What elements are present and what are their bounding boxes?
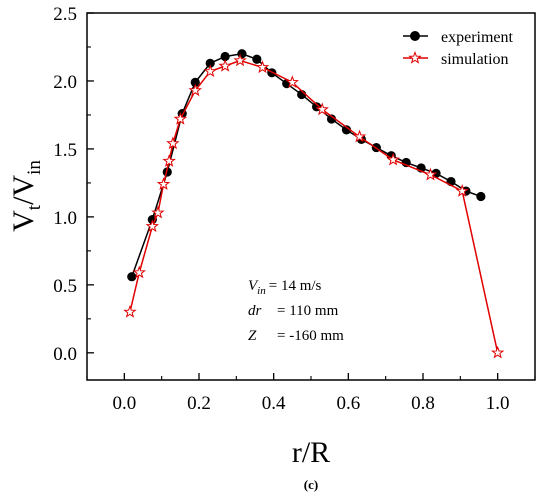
annotation-z-var: Z [248,328,257,344]
annotation-z-value: = -160 mm [277,328,344,344]
simulation-point [203,64,217,78]
y-tick-label: 1.0 [53,208,77,229]
simulation-point [423,167,438,181]
annotation-vin: Vin = 14 m/s [248,278,322,297]
y-axis-label-sub1: t [24,204,45,210]
series-layer [123,49,505,359]
experiment-line [131,53,482,277]
experiment-point [127,272,137,282]
annotation-vin-sub: in [257,285,266,297]
parameter-annotation: Vin = 14 m/s dr = 110 mm Z = -160 mm [248,278,344,344]
simulation-point [386,152,400,166]
experiment-point [237,49,247,59]
experiment-point [252,54,262,64]
x-tick-label: 0.0 [112,393,136,414]
simulation-point [490,345,505,359]
simulation-point [285,75,300,89]
simulation-point [123,304,137,318]
simulation-point [315,102,329,116]
simulation-point [352,129,367,143]
x-tick-label: 0.8 [411,393,435,414]
simulation-point [162,154,176,167]
x-tick-label: 1.0 [486,393,510,414]
legend-simulation-marker [408,50,422,64]
simulation-point [188,83,202,97]
y-tick-label: 1.5 [53,140,77,161]
legend-experiment-marker [410,31,420,41]
simulation-point [156,177,171,190]
simulation-line [129,59,499,353]
simulation-point [151,205,165,219]
annotation-vin-var: V [248,278,259,294]
plot-frame [86,12,536,381]
simulation-point [132,265,146,279]
experiment-point [341,125,352,135]
simulation-point [233,53,247,67]
simulation-point [455,183,469,197]
annotation-dr-var: dr [248,303,262,319]
legend-experiment-label: experiment [441,29,514,46]
simulation-point [166,136,180,150]
experiment-point [476,191,486,202]
experiment-point [326,114,337,124]
figure-caption: (c) [304,477,318,492]
x-tick-label: 0.4 [262,393,286,414]
y-axis-label-mid: /V [7,175,40,205]
annotation-dr: dr = 110 mm [248,303,339,319]
x-axis-label: r/R [292,436,330,469]
legend: experiment simulation [403,29,514,68]
ticks [86,12,536,380]
simulation-point [218,58,232,72]
y-tick-label: 0.0 [53,344,77,365]
y-axis-label-v1: V [7,210,40,232]
experiment-point [190,77,200,87]
x-tick-label: 0.6 [336,393,360,414]
series-experiment [127,49,486,282]
experiment-point [220,51,230,62]
annotation-vin-value: = 14 m/s [269,278,322,294]
x-tick-label: 0.2 [187,393,211,414]
simulation-point [145,219,160,233]
tick-labels: 0.0 0.2 0.4 0.6 0.8 1.0 0.0 0.5 1.0 1.5 2.0 2.5 [53,4,509,414]
series-simulation [123,53,505,359]
y-axis-label: Vt/Vin [7,160,45,232]
y-tick-label: 2.0 [53,72,77,93]
legend-simulation-label: simulation [441,51,509,68]
simulation-point [255,60,270,74]
y-tick-label: 0.5 [53,276,77,297]
annotation-z: Z = -160 mm [248,328,344,344]
annotation-dr-value: = 110 mm [277,303,339,319]
simulation-point [173,111,188,125]
experiment-point [205,58,215,68]
y-axis-label-sub2: in [24,160,45,175]
y-tick-label: 2.5 [53,4,77,25]
